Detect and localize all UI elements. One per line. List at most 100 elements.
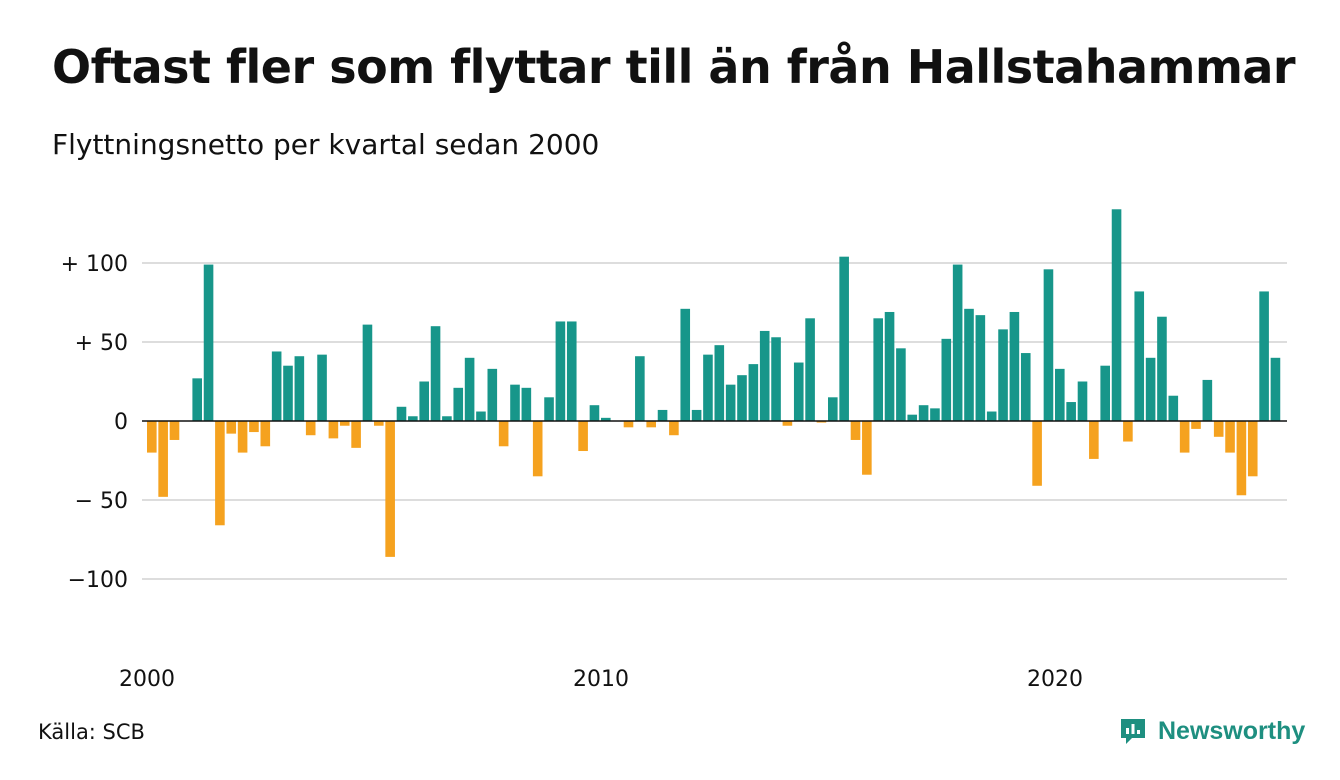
bar bbox=[589, 405, 600, 421]
bar bbox=[532, 421, 543, 477]
bar bbox=[1191, 421, 1201, 429]
bar bbox=[237, 421, 248, 453]
bar bbox=[521, 387, 532, 421]
x-tick-label: 2010 bbox=[573, 667, 629, 692]
bar bbox=[1157, 316, 1167, 421]
bar bbox=[1055, 368, 1065, 421]
bar bbox=[1236, 421, 1247, 496]
newsworthy-logo-icon bbox=[1121, 719, 1145, 744]
bar bbox=[305, 421, 316, 436]
bar bbox=[317, 354, 327, 421]
bar bbox=[657, 409, 668, 421]
bar bbox=[215, 421, 225, 526]
bar bbox=[1213, 421, 1224, 437]
bar bbox=[510, 384, 520, 421]
bar bbox=[147, 421, 157, 453]
bar bbox=[907, 414, 918, 421]
bar bbox=[1179, 421, 1190, 453]
bar bbox=[680, 308, 691, 421]
bar bbox=[623, 421, 634, 428]
bar bbox=[453, 387, 464, 421]
bar bbox=[930, 408, 940, 421]
bar bbox=[158, 421, 168, 497]
x-tick-label: 2020 bbox=[1027, 667, 1083, 692]
bar bbox=[1145, 357, 1156, 421]
y-axis-labels: + 100 + 50 0 − 50 −100 bbox=[61, 252, 128, 593]
bar bbox=[1111, 209, 1122, 421]
bar bbox=[1077, 381, 1088, 421]
bar bbox=[374, 421, 384, 426]
bar bbox=[385, 421, 395, 557]
bar bbox=[793, 362, 804, 421]
bar bbox=[249, 421, 259, 433]
bar bbox=[419, 381, 429, 421]
bar bbox=[896, 348, 906, 421]
bar bbox=[442, 416, 452, 421]
bar bbox=[975, 315, 986, 421]
bar bbox=[884, 311, 895, 421]
bar bbox=[669, 421, 679, 436]
bar bbox=[986, 411, 997, 421]
bar bbox=[271, 351, 282, 421]
bar bbox=[1123, 421, 1133, 442]
bar bbox=[339, 421, 350, 426]
bar bbox=[873, 318, 883, 421]
bar bbox=[1225, 421, 1235, 453]
bar bbox=[362, 324, 373, 421]
bar bbox=[759, 330, 770, 421]
bar bbox=[737, 375, 747, 421]
bar bbox=[1009, 311, 1020, 421]
bar bbox=[952, 264, 963, 421]
y-tick-label: + 50 bbox=[75, 331, 128, 356]
bar bbox=[725, 384, 736, 421]
bar bbox=[328, 421, 339, 439]
x-axis-labels: 2000 2010 2020 bbox=[119, 667, 1083, 692]
grid-lines bbox=[142, 262, 1287, 580]
bar bbox=[964, 308, 974, 421]
bar bbox=[1270, 357, 1281, 421]
chart-title: Oftast fler som flyttar till än från Hal… bbox=[52, 40, 1296, 94]
bar bbox=[1066, 402, 1076, 421]
bar bbox=[566, 321, 577, 421]
bar bbox=[782, 421, 793, 426]
y-tick-label: −100 bbox=[68, 568, 128, 593]
bar bbox=[487, 368, 498, 421]
bar bbox=[283, 365, 293, 421]
source-label: Källa: SCB bbox=[38, 720, 145, 744]
chart-subtitle: Flyttningsnetto per kvartal sedan 2000 bbox=[52, 128, 600, 161]
bar bbox=[226, 421, 237, 434]
bar bbox=[1259, 291, 1269, 421]
bar bbox=[918, 405, 929, 421]
bar bbox=[839, 256, 849, 421]
bar bbox=[578, 421, 588, 452]
bar bbox=[260, 421, 271, 447]
bar bbox=[555, 321, 566, 421]
bar bbox=[294, 356, 305, 421]
bar bbox=[805, 318, 815, 421]
bars bbox=[147, 209, 1281, 557]
bar bbox=[1247, 421, 1258, 477]
bar bbox=[351, 421, 361, 448]
bar bbox=[714, 345, 725, 421]
bar bbox=[771, 337, 781, 421]
bar bbox=[1134, 291, 1145, 421]
bar bbox=[498, 421, 509, 447]
bar bbox=[1032, 421, 1042, 486]
y-tick-label: − 50 bbox=[75, 489, 128, 514]
bar bbox=[816, 421, 827, 423]
bar bbox=[1020, 353, 1031, 421]
bar bbox=[998, 329, 1008, 421]
bar bbox=[192, 378, 202, 421]
bar bbox=[408, 416, 418, 421]
bar bbox=[828, 397, 838, 421]
brand-name: Newsworthy bbox=[1158, 716, 1306, 745]
bar bbox=[476, 411, 486, 421]
bar bbox=[1089, 421, 1099, 459]
bar bbox=[430, 326, 441, 421]
bar bbox=[941, 338, 952, 421]
bar bbox=[203, 264, 214, 421]
bar bbox=[862, 421, 872, 475]
y-tick-label: 0 bbox=[114, 410, 128, 435]
bar bbox=[850, 421, 861, 440]
